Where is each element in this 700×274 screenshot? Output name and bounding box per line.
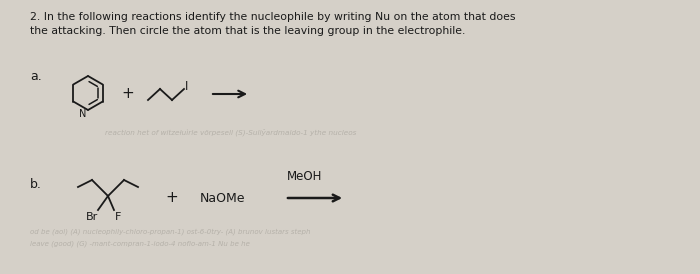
Text: F: F xyxy=(115,212,121,222)
Text: +: + xyxy=(166,190,179,206)
Text: leave (good) (G) -mant-compran-1-iodo-4 nofio-am-1 Nu be he: leave (good) (G) -mant-compran-1-iodo-4 … xyxy=(30,240,250,247)
Text: I: I xyxy=(185,81,188,93)
Text: NaOMe: NaOMe xyxy=(200,192,246,204)
Text: the attacking. Then circle the atom that is the leaving group in the electrophil: the attacking. Then circle the atom that… xyxy=(30,26,466,36)
Text: a.: a. xyxy=(30,70,42,83)
Text: b.: b. xyxy=(30,178,42,191)
Text: MeOH: MeOH xyxy=(287,170,323,182)
Text: reaction het of witzełuìrle vörpesell (S)-Sullŷardmaldo-1 ythe nucleos: reaction het of witzełuìrle vörpesell (S… xyxy=(105,128,356,136)
Text: od be (aol) (A) nucleophily-chloro-propan-1) ost-6-0try- (A) brunov lustars step: od be (aol) (A) nucleophily-chloro-propa… xyxy=(30,228,311,235)
Text: 2. In the following reactions identify the nucleophile by writing Nu on the atom: 2. In the following reactions identify t… xyxy=(30,12,515,22)
Text: +: + xyxy=(122,87,134,101)
Text: N: N xyxy=(79,109,86,119)
Text: Br: Br xyxy=(86,212,98,222)
